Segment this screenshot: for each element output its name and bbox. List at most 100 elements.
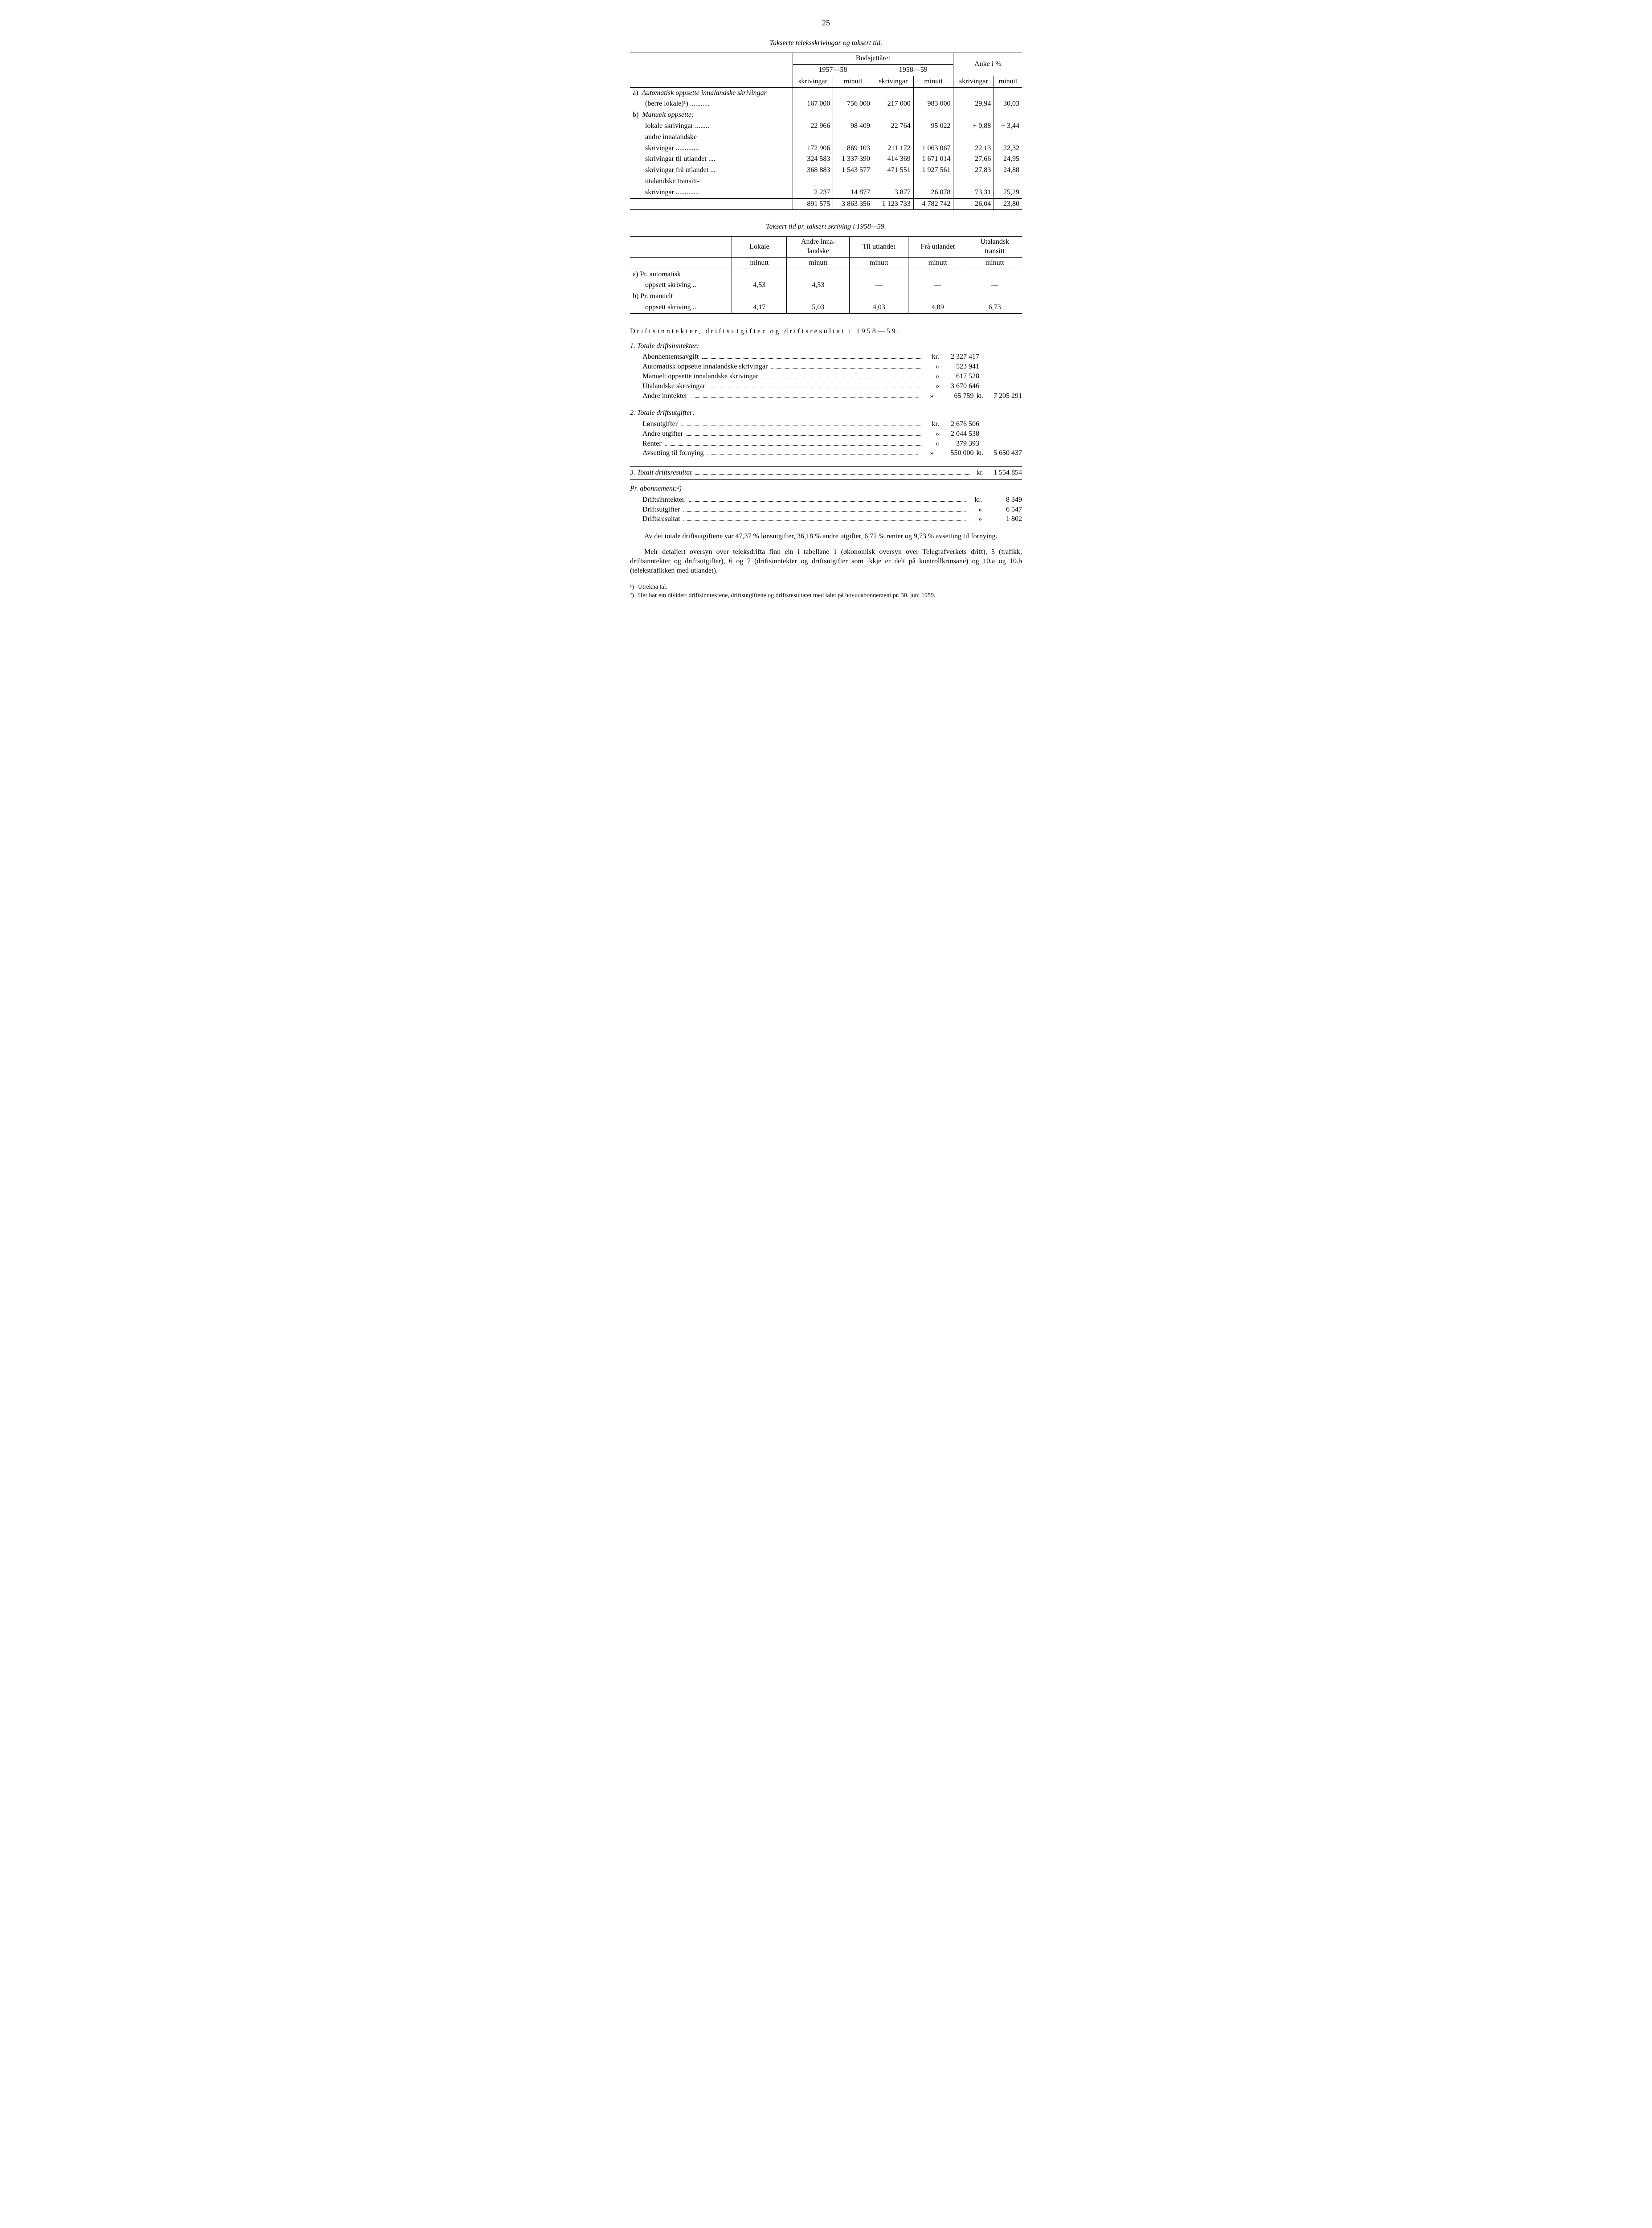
fin-row: Lønsutgifterkr.2 676 506 [630,420,1022,429]
t1-cell: 1 671 014 [913,154,953,165]
fin-row: Renter»379 393 [630,439,1022,449]
fin-row: Andre inntekter»65 759kr.7 205 291 [630,392,1022,401]
t1-cell: 22 764 [873,121,914,132]
fin-row: Manuelt oppsette innalandske skrivingar»… [630,372,1022,381]
t2-cell: — [908,280,967,291]
t2-unit-0: minutt [732,257,787,269]
fin-currency: » [968,515,984,524]
table1: Budsjettåret Auke i % 1957—58 1958—59 sk… [630,53,1022,210]
footnote-text: Utrekna tal. [638,583,1022,591]
t1-cell: 167 000 [793,98,833,110]
t2-row-head: a) Pr. automatisk [630,269,732,280]
t2-cell: — [967,280,1022,291]
fin-total-amount: 5 650 437 [984,449,1022,458]
t1-cell [913,132,953,143]
t1-col-skriv-2: skrivingar [873,76,914,87]
fin-amount: 3 670 646 [941,382,979,391]
t1-cell [873,132,914,143]
fin-amount: 379 393 [941,439,979,449]
t1-row-label: skrivingar ............. [630,187,793,198]
t1-cell [953,176,994,187]
footnote: ²)Her har ein dividert driftsinntektene,… [630,592,1022,600]
t1-cell: 24,95 [994,154,1022,165]
t1-cell: 95 022 [913,121,953,132]
fin1-head: 1. Totale driftsinntekter: [630,342,1022,351]
t1-cell: 24,88 [994,165,1022,176]
t1-cell [873,176,914,187]
t2-unit-3: minutt [908,257,967,269]
fin-row: Utalandske skrivingar»3 670 646 [630,382,1022,391]
fin-label: Driftsresultat [630,515,682,524]
t1-cell: 368 883 [793,165,833,176]
fin-currency: » [920,449,936,458]
t2-unit-4: minutt [967,257,1022,269]
t1-cell: 3 877 [873,187,914,198]
t1-cell: 471 551 [873,165,914,176]
t1-row-label: skrivingar frå utlandet ... [630,165,793,176]
t1-cell: 22,32 [994,143,1022,154]
fin-currency: » [925,430,941,439]
t1-cell [793,176,833,187]
t1-cell: 1 337 390 [833,154,873,165]
footnotes: ¹)Utrekna tal.²)Her har ein dividert dri… [630,583,1022,599]
page-number: 25 [630,18,1022,28]
fin-amount: 2 044 538 [941,430,979,439]
footnote-mark: ²) [630,592,638,600]
fin-row: Driftsinntekter.kr.8 349 [630,496,1022,505]
t1-cell [793,132,833,143]
t1-cell: ÷ 0,88 [953,121,994,132]
t1-cell: 983 000 [913,98,953,110]
fin4-list: Driftsinntekter.kr.8 349Driftsutgifter»6… [630,496,1022,524]
t1-head-y2: 1958—59 [873,64,953,76]
t2-row-head: b) Pr. manuelt [630,291,732,302]
t1-row-label: lokale skrivingar ........ [630,121,793,132]
section-title: Driftsinntekter, driftsutgifter og drift… [630,327,1022,336]
t2-col-4: Utalandsk transitt [967,237,1022,258]
fin-amount: 2 327 417 [941,352,979,362]
table2-caption: Taksert tid pr. taksert skriving i 1958—… [630,222,1022,232]
t2-cell: 4,03 [850,302,908,313]
t1-cell: 27,66 [953,154,994,165]
t1-cell [833,132,873,143]
t2-col-1: Andre inna- landske [787,237,850,258]
fin-currency: » [925,439,941,449]
t1-row-head: a) Automatisk oppsette innalandske skriv… [630,87,793,98]
t1-cell: 211 172 [873,143,914,154]
footnote-text: Her har ein dividert driftsinntektene, d… [638,592,1022,600]
t1-cell: 22 966 [793,121,833,132]
fin-total-currency: kr. [974,449,984,458]
t1-cell: 2 237 [793,187,833,198]
t2-row-sub: oppsett skriving .. [630,280,732,291]
fin-amount: 1 802 [984,515,1022,524]
t1-total-0: 891 575 [793,198,833,210]
fin2-head: 2. Totale driftsutgifter: [630,409,1022,418]
fin3-row: 3. Totalt driftsresultat kr. 1 554 854 [630,466,1022,480]
t1-cell: 29,94 [953,98,994,110]
t1-cell: 172 906 [793,143,833,154]
t1-row-label: skrivingar til utlandet .... [630,154,793,165]
t1-cell: 869 103 [833,143,873,154]
t1-cell [833,176,873,187]
t1-row-label: (berre lokale)¹) ........... [630,98,793,110]
fin-currency: » [925,382,941,391]
t1-total-3: 4 782 742 [913,198,953,210]
fin-label: Lønsutgifter [630,420,679,429]
fin-total-currency: kr. [974,392,984,401]
fin-row: Abonnementsavgiftkr.2 327 417 [630,352,1022,362]
t2-cell: 6,73 [967,302,1022,313]
t2-col-0: Lokale [732,237,787,258]
fin1-list: Abonnementsavgiftkr.2 327 417 Automatisk… [630,352,1022,401]
t1-cell: 14 877 [833,187,873,198]
t1-cell: 756 000 [833,98,873,110]
fin-row: Avsetting til fornying»550 000kr.5 650 4… [630,449,1022,458]
t1-head-increase: Auke i % [953,53,1022,76]
fin-currency: kr. [925,420,941,429]
t1-row-label: andre innalandske [630,132,793,143]
t2-cell: 4,53 [787,280,850,291]
fin-label: Manuelt oppsette innalandske skrivingar [630,372,760,381]
t1-cell: 1 543 577 [833,165,873,176]
t1-cell [953,132,994,143]
fin-total-amount: 7 205 291 [984,392,1022,401]
t2-col-3: Frå utlandet [908,237,967,258]
t1-head-y1: 1957—58 [793,64,873,76]
